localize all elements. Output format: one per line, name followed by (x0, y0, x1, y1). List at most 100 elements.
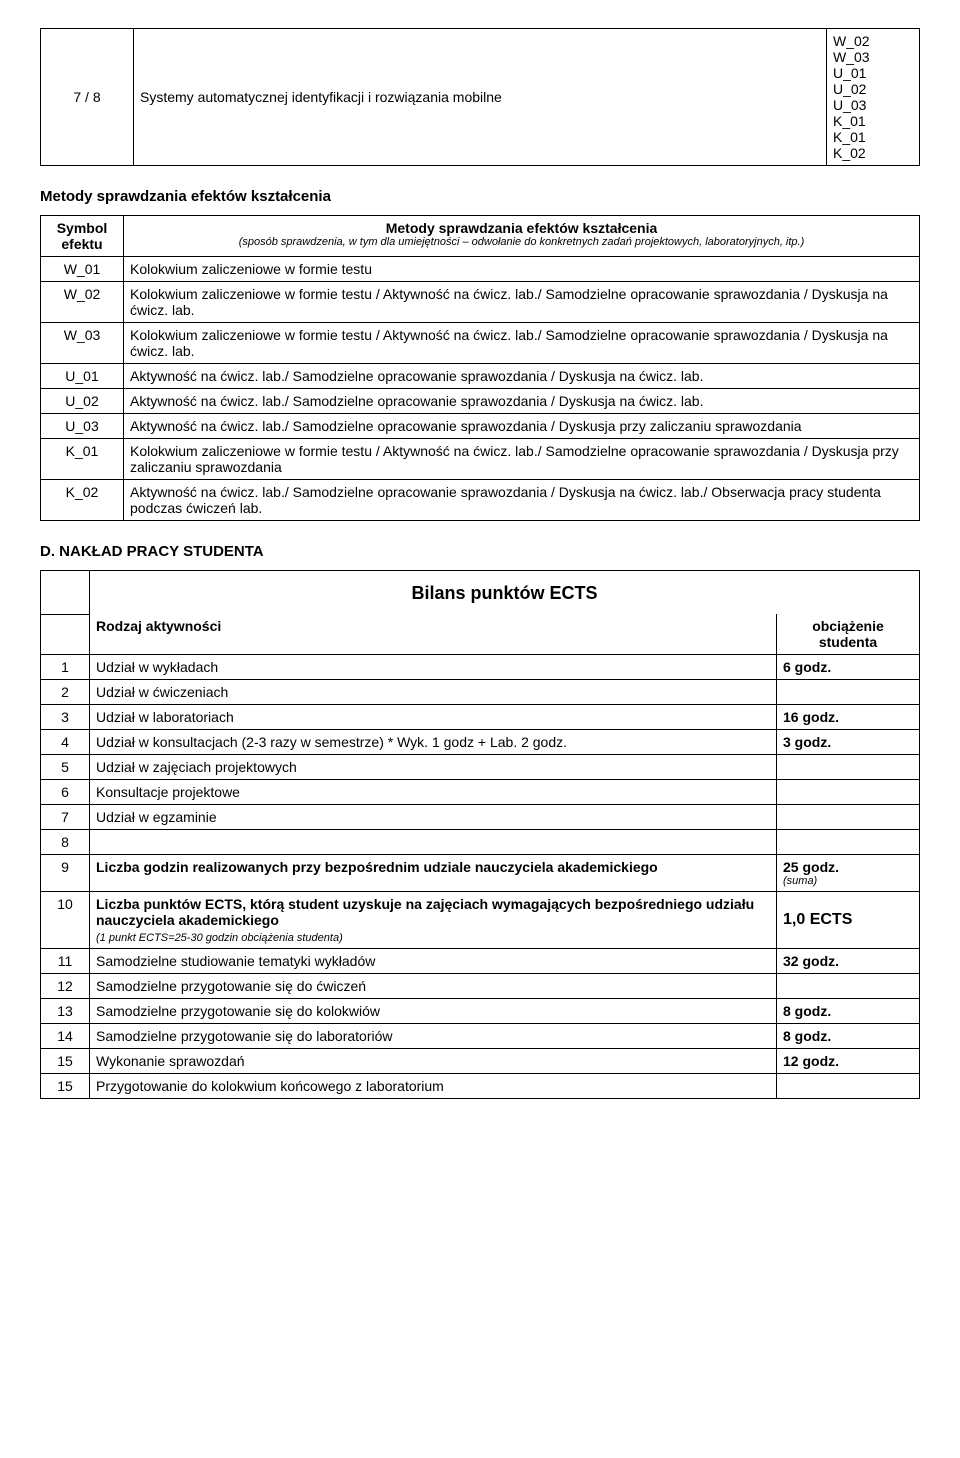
ects-activity: Wykonanie sprawozdań (90, 1049, 777, 1074)
ects-num: 11 (41, 949, 90, 974)
ects-activity: Udział w zajęciach projektowych (90, 755, 777, 780)
ects-value: 25 godz. (783, 859, 913, 875)
methods-heading: Metody sprawdzania efektów kształcenia (40, 188, 920, 205)
subject-name: Systemy automatycznej identyfikacji i ro… (134, 29, 827, 166)
method-text: Kolokwium zaliczeniowe w formie testu / … (124, 323, 920, 364)
methods-row: W_03Kolokwium zaliczeniowe w formie test… (41, 323, 920, 364)
method-symbol: W_03 (41, 323, 124, 364)
ects-num: 4 (41, 730, 90, 755)
ects-row: 11Samodzielne studiowanie tematyki wykła… (41, 949, 920, 974)
ects-num: 7 (41, 805, 90, 830)
ects-activity: Konsultacje projektowe (90, 780, 777, 805)
ects-value (777, 780, 920, 805)
methods-header-title: Metody sprawdzania efektów kształcenia (130, 220, 913, 236)
ects-activity: Liczba godzin realizowanych przy bezpośr… (90, 855, 777, 892)
ects-row: 15Wykonanie sprawozdań12 godz. (41, 1049, 920, 1074)
methods-row: W_01Kolokwium zaliczeniowe w formie test… (41, 257, 920, 282)
method-symbol: U_03 (41, 414, 124, 439)
outcome-code: U_01 (833, 65, 913, 81)
ects-num: 8 (41, 830, 90, 855)
methods-row: K_02Aktywność na ćwicz. lab./ Samodzieln… (41, 480, 920, 521)
ects-activity-note: (1 punkt ECTS=25-30 godzin obciążenia st… (96, 932, 343, 944)
outcome-code: U_02 (833, 81, 913, 97)
ects-num: 15 (41, 1049, 90, 1074)
ects-title: Bilans punktów ECTS (96, 583, 913, 604)
ects-num: 3 (41, 705, 90, 730)
ects-value (777, 974, 920, 999)
ects-activity: Przygotowanie do kolokwium końcowego z l… (90, 1074, 777, 1099)
ects-num: 15 (41, 1074, 90, 1099)
ects-value: 12 godz. (777, 1049, 920, 1074)
ects-row-10: 10 Liczba punktów ECTS, którą student uz… (41, 892, 920, 949)
method-text: Aktywność na ćwicz. lab./ Samodzielne op… (124, 480, 920, 521)
ects-value: 16 godz. (777, 705, 920, 730)
method-text: Aktywność na ćwicz. lab./ Samodzielne op… (124, 414, 920, 439)
ects-num: 2 (41, 680, 90, 705)
outcome-code: K_01 (833, 113, 913, 129)
ects-activity: Samodzielne przygotowanie się do ćwiczeń (90, 974, 777, 999)
methods-header-desc: Metody sprawdzania efektów kształcenia (… (124, 216, 920, 257)
method-symbol: W_01 (41, 257, 124, 282)
method-symbol: W_02 (41, 282, 124, 323)
ects-row: 5Udział w zajęciach projektowych (41, 755, 920, 780)
ects-value (777, 680, 920, 705)
ects-activity: Udział w egzaminie (90, 805, 777, 830)
methods-row: U_02Aktywność na ćwicz. lab./ Samodzieln… (41, 389, 920, 414)
methods-header-note: (sposób sprawdzenia, w tym dla umiejętno… (130, 236, 913, 248)
ects-num: 13 (41, 999, 90, 1024)
method-symbol: K_02 (41, 480, 124, 521)
ects-row: 12Samodzielne przygotowanie się do ćwicz… (41, 974, 920, 999)
ects-activity: Udział w konsultacjach (2-3 razy w semes… (90, 730, 777, 755)
ects-activity: Samodzielne przygotowanie się do kolokwi… (90, 999, 777, 1024)
outcome-code: W_03 (833, 49, 913, 65)
methods-row: K_01Kolokwium zaliczeniowe w formie test… (41, 439, 920, 480)
ects-row: 3Udział w laboratoriach16 godz. (41, 705, 920, 730)
ects-num: 5 (41, 755, 90, 780)
ects-num: 14 (41, 1024, 90, 1049)
outcome-code: K_02 (833, 145, 913, 161)
ects-num: 10 (41, 892, 90, 949)
methods-header-symbol: Symbol efektu (41, 216, 124, 257)
ects-row: 7Udział w egzaminie (41, 805, 920, 830)
ects-row: 4Udział w konsultacjach (2-3 razy w seme… (41, 730, 920, 755)
ects-value: 6 godz. (777, 655, 920, 680)
ects-value (777, 805, 920, 830)
ects-row: 2Udział w ćwiczeniach (41, 680, 920, 705)
ects-value-cell: 25 godz. (suma) (777, 855, 920, 892)
ects-load-label: obciążenie studenta (777, 614, 920, 655)
outcome-code: U_03 (833, 97, 913, 113)
method-text: Kolokwium zaliczeniowe w formie testu / … (124, 282, 920, 323)
ects-activity-main: Liczba punktów ECTS, którą student uzysk… (96, 896, 754, 928)
ects-value (777, 830, 920, 855)
ects-value: 1,0 ECTS (777, 892, 920, 949)
ects-row-9: 9 Liczba godzin realizowanych przy bezpo… (41, 855, 920, 892)
ects-num: 12 (41, 974, 90, 999)
ects-activity (90, 830, 777, 855)
ects-value (777, 755, 920, 780)
section-d-heading: D. NAKŁAD PRACY STUDENTA (40, 543, 920, 560)
ects-row: 15Przygotowanie do kolokwium końcowego z… (41, 1074, 920, 1099)
ects-activity-cell: Liczba punktów ECTS, którą student uzysk… (90, 892, 777, 949)
ects-value: 32 godz. (777, 949, 920, 974)
ects-blank (41, 571, 90, 615)
method-text: Kolokwium zaliczeniowe w formie testu / … (124, 439, 920, 480)
ects-activity: Samodzielne przygotowanie się do laborat… (90, 1024, 777, 1049)
ects-activity: Udział w laboratoriach (90, 705, 777, 730)
ects-row: 8 (41, 830, 920, 855)
ects-note: (suma) (783, 875, 913, 887)
ects-value: 8 godz. (777, 999, 920, 1024)
ects-activity: Udział w ćwiczeniach (90, 680, 777, 705)
ects-activity-label: Rodzaj aktywności (90, 614, 777, 655)
ects-activity: Udział w wykładach (90, 655, 777, 680)
outcome-code: K_01 (833, 129, 913, 145)
methods-row: U_03Aktywność na ćwicz. lab./ Samodzieln… (41, 414, 920, 439)
ects-activity: Samodzielne studiowanie tematyki wykładó… (90, 949, 777, 974)
ects-num: 1 (41, 655, 90, 680)
methods-row: W_02Kolokwium zaliczeniowe w formie test… (41, 282, 920, 323)
row-number: 7 / 8 (41, 29, 134, 166)
ects-row: 13Samodzielne przygotowanie się do kolok… (41, 999, 920, 1024)
ects-table: Bilans punktów ECTS Rodzaj aktywności ob… (40, 570, 920, 1099)
top-subject-table: 7 / 8 Systemy automatycznej identyfikacj… (40, 28, 920, 166)
method-symbol: U_01 (41, 364, 124, 389)
ects-title-cell: Bilans punktów ECTS (90, 571, 920, 615)
